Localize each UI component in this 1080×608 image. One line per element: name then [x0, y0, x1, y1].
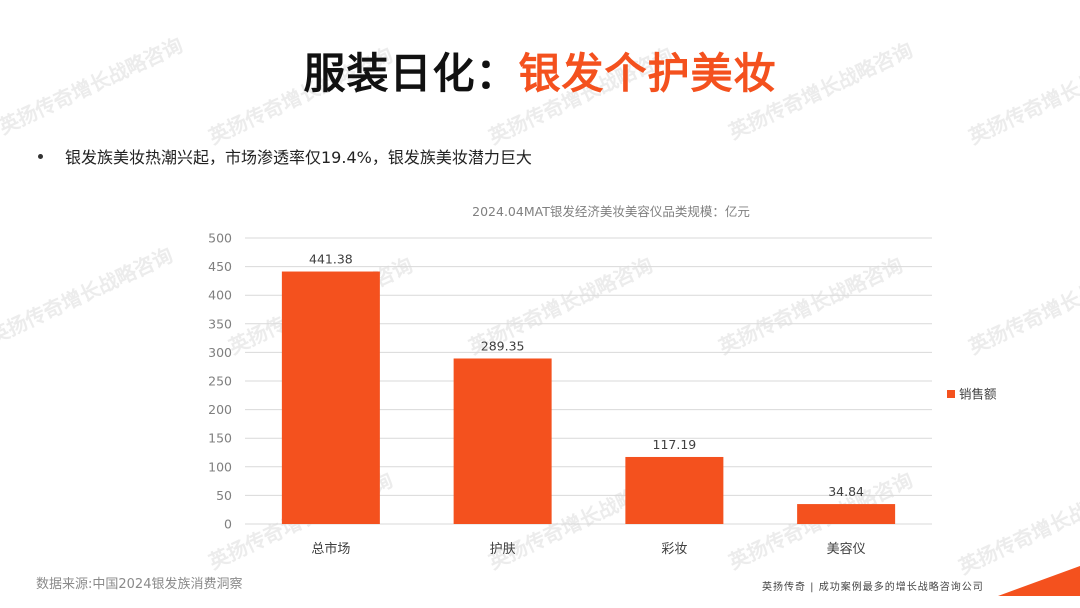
y-tick-label: 250	[208, 374, 232, 389]
data-labels: 441.38 289.35 117.19 34.84	[309, 252, 864, 500]
page-title: 服装日化：银发个护美妆	[0, 40, 1080, 101]
y-axis: 0 50 100 150 200 250 300 350 400 450 500	[208, 231, 232, 532]
y-tick-label: 0	[224, 517, 232, 532]
bar-0	[281, 271, 380, 524]
y-tick-label: 50	[216, 488, 232, 503]
x-axis: 总市场 护肤 彩妆 美容仪	[311, 541, 865, 557]
y-tick-label: 350	[208, 316, 232, 331]
bullet-point: 银发族美妆热潮兴起，市场渗透率仅19.4%，银发族美妆潜力巨大	[38, 144, 532, 168]
bar-1	[453, 358, 552, 524]
y-tick-label: 500	[208, 231, 232, 246]
x-tick-label: 护肤	[490, 542, 516, 557]
data-label: 289.35	[481, 338, 525, 353]
legend: 销售额	[947, 387, 997, 402]
legend-swatch	[947, 390, 955, 398]
bar-2	[625, 456, 724, 524]
x-tick-label: 彩妆	[661, 542, 687, 557]
x-tick-label: 总市场	[311, 541, 350, 557]
legend-label: 销售额	[959, 387, 997, 402]
footer-brand: 英扬传奇 | 成功案例最多的增长战略咨询公司	[762, 582, 984, 593]
bar-3	[797, 504, 896, 524]
data-source: 数据来源:中国2024银发族消费洞察	[36, 577, 243, 592]
page-title-orange: 银发个护美妆	[518, 49, 777, 98]
data-label: 441.38	[309, 252, 353, 267]
data-label: 117.19	[653, 437, 697, 452]
y-tick-label: 450	[208, 259, 232, 274]
data-label: 34.84	[828, 484, 864, 499]
page-title-black: 服装日化：	[303, 49, 519, 98]
chart-title: 2024.04MAT银发经济美妆美容仪品类规模：亿元	[472, 204, 750, 219]
bars	[281, 271, 896, 524]
bullet-text: 银发族美妆热潮兴起，市场渗透率仅19.4%，银发族美妆潜力巨大	[65, 148, 532, 167]
y-tick-label: 400	[208, 288, 232, 303]
y-tick-label: 150	[208, 431, 232, 446]
x-tick-label: 美容仪	[827, 541, 866, 557]
footer-accent-shape	[998, 566, 1080, 596]
y-tick-label: 300	[208, 345, 232, 360]
bullet-dot-icon	[38, 153, 43, 159]
y-tick-label: 200	[208, 402, 232, 417]
y-tick-label: 100	[208, 459, 232, 474]
